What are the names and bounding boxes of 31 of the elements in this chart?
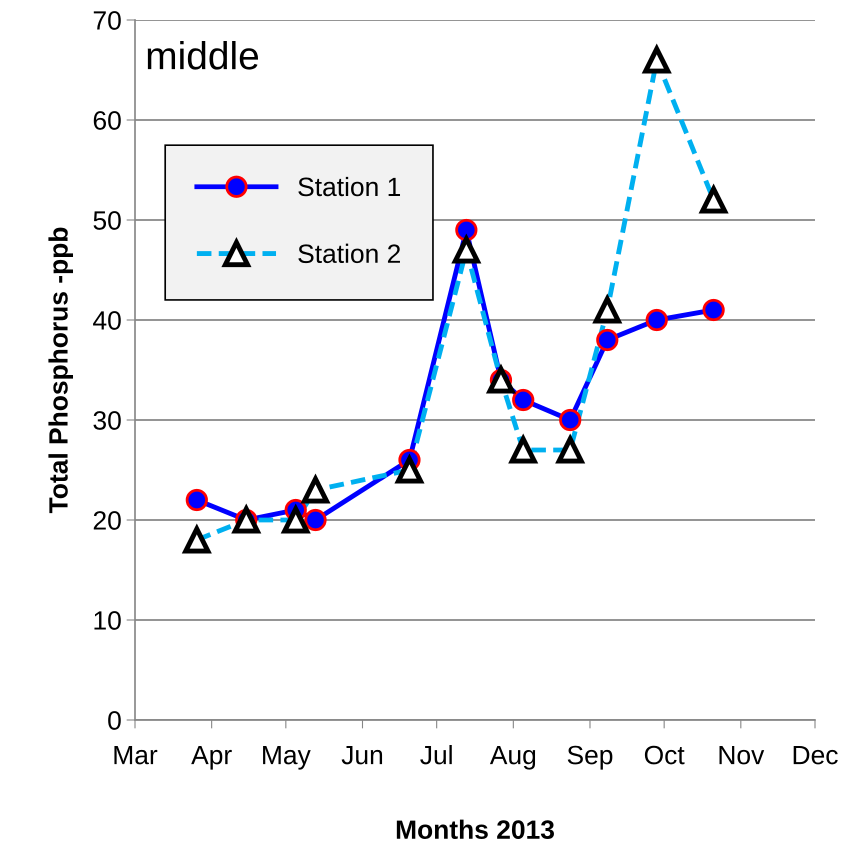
y-tick-label: 30 <box>93 411 121 430</box>
legend-label: Station 1 <box>298 176 400 196</box>
x-tick-label: Apr <box>191 746 232 770</box>
y-tick-label: 70 <box>94 11 121 30</box>
point <box>186 488 208 512</box>
x-tick-label: Mar <box>114 746 158 764</box>
x-tick-label: Jun <box>342 746 382 764</box>
y-tick-label: 40 <box>93 311 121 330</box>
y-tick-label: 50 <box>94 211 121 230</box>
y-axis-title: Total Phosphorus -ppb <box>48 228 74 514</box>
x-axis-title: Months 2013 <box>396 820 554 840</box>
y-tick-label: 60 <box>94 111 121 130</box>
y-tick-label: 0 <box>108 711 121 730</box>
y-tick-label: 10 <box>94 611 121 630</box>
x-tick-label: Nov <box>720 746 764 764</box>
point <box>559 408 582 432</box>
point <box>596 328 618 352</box>
point <box>304 508 327 532</box>
point <box>702 298 725 322</box>
legend-label: Station 2 <box>298 244 400 264</box>
point <box>455 218 478 242</box>
annotation: middle <box>148 41 258 70</box>
y-tick-label: 20 <box>94 511 121 530</box>
x-tick-label: Oct <box>644 746 684 764</box>
point <box>512 388 534 412</box>
x-tick-label: Dec <box>794 746 838 764</box>
x-tick-label: Jul <box>420 745 452 764</box>
x-tick-label: May <box>263 746 311 770</box>
x-tick-label: Aug <box>490 746 536 770</box>
point <box>646 308 668 332</box>
x-tick-label: Sep <box>568 746 612 770</box>
